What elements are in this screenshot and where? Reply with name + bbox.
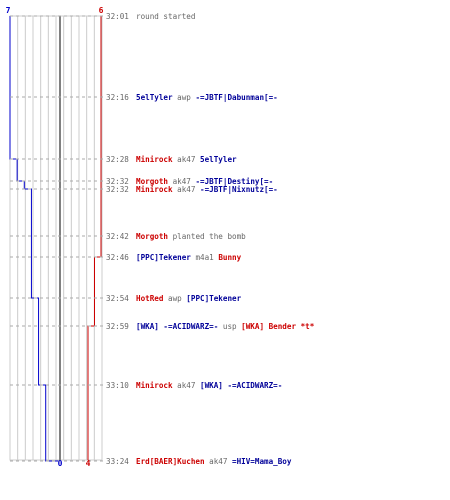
event-text-part: 5elTyler [136, 93, 173, 102]
event-text: Minirock ak47 5elTyler [136, 155, 237, 164]
blue-start-count: 7 [6, 6, 11, 15]
event-text-part: m4a1 [191, 253, 218, 262]
event-text: Erd[BAER]Kuchen ak47 =HIV=Mama_Boy [136, 457, 292, 466]
event-text-part: 5elTyler [200, 155, 237, 164]
event-text: Morgoth ak47 -=JBTF|Destiny[=- [136, 177, 273, 187]
event-text-part: Minirock [136, 381, 173, 390]
grid-lines [9, 15, 103, 461]
event-text-part: ak47 [173, 185, 200, 194]
event-text-part: Bunny [218, 253, 241, 262]
event-text: [PPC]Tekener m4a1 Bunny [136, 253, 242, 262]
event-time: 32:32 [106, 177, 129, 186]
event-text: Minirock ak47 [WKA] -=ACIDWARZ=- [136, 381, 282, 390]
event-text-part: ak47 [173, 155, 200, 164]
event-guides [10, 15, 104, 462]
event-time: 32:28 [106, 155, 129, 164]
event-text-part: usp [218, 322, 241, 331]
red-end-count: 4 [86, 459, 91, 468]
event-text-part: =HIV=Mama_Boy [232, 457, 292, 466]
event-text-part: -=JBTF|Nixnutz[=- [200, 185, 278, 195]
event-text-part: ak47 [205, 457, 232, 466]
event-text-part: -=JBTF|Destiny[=- [195, 177, 273, 187]
event-text-part: planted the bomb [168, 232, 246, 241]
blue-team-line [9, 16, 61, 462]
event-time: 33:10 [106, 381, 129, 390]
event-text-part: ak47 [168, 177, 195, 186]
blue-end-count: 0 [58, 459, 63, 468]
event-text-part: Erd[BAER]Kuchen [136, 457, 205, 466]
event-time: 32:42 [106, 232, 129, 241]
event-text-part: awp [173, 93, 196, 102]
event-text-part: awp [163, 294, 186, 303]
event-time: 32:46 [106, 253, 129, 262]
event-text-part: Morgoth [136, 177, 168, 186]
event-text: [WKA] -=ACIDWARZ=- usp [WKA] Bender *t* [136, 322, 315, 331]
event-text-part: Minirock [136, 185, 173, 194]
event-text-part: Morgoth [136, 232, 168, 241]
event-text-part: [PPC]Tekener [186, 294, 241, 303]
event-log: 32:01 round started 32:16 5elTyler awp -=JB… [106, 12, 315, 466]
event-text: Minirock ak47 -=JBTF|Nixnutz[=- [136, 185, 278, 195]
event-time: 32:01 [106, 12, 129, 21]
red-start-count: 6 [99, 6, 104, 15]
event-text-part: [WKA] Bender *t* [241, 322, 315, 331]
red-team-line [87, 16, 102, 460]
event-text-part: -=JBTF|Dabunman[=- [195, 93, 277, 103]
event-text-part: [WKA] -=ACIDWARZ=- [200, 381, 282, 390]
event-text-part: Minirock [136, 155, 173, 164]
event-time: 32:54 [106, 294, 129, 303]
axis-labels: 7 6 0 4 [6, 6, 104, 468]
event-time: 32:16 [106, 93, 129, 102]
event-text-part: HotRed [136, 294, 164, 303]
event-text: HotRed awp [PPC]Tekener [136, 294, 242, 303]
event-time: 32:59 [106, 322, 129, 331]
event-text-part: [PPC]Tekener [136, 253, 191, 262]
event-text: 5elTyler awp -=JBTF|Dabunman[=- [136, 93, 278, 103]
team-lines [9, 16, 102, 462]
event-text-part: round started [136, 12, 195, 21]
event-text: Morgoth planted the bomb [136, 232, 246, 241]
event-text-part: ak47 [173, 381, 200, 390]
event-time: 32:32 [106, 185, 129, 194]
event-text: round started [136, 12, 195, 21]
event-time: 33:24 [106, 457, 129, 466]
event-text-part: [WKA] -=ACIDWARZ=- [136, 322, 218, 331]
